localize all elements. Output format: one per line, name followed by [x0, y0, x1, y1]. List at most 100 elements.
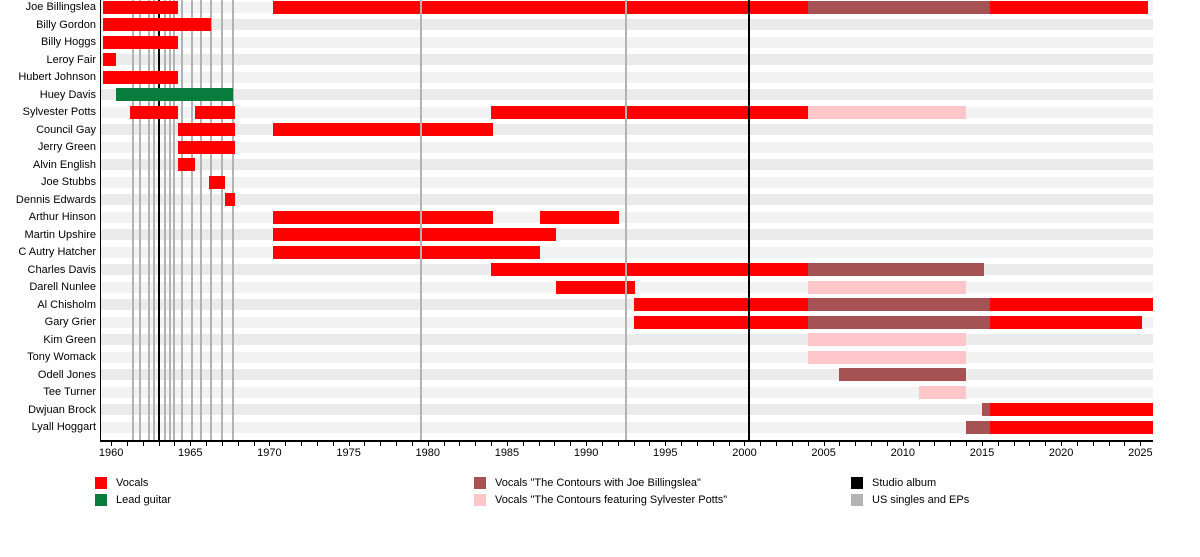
event-line-singles [163, 0, 166, 440]
bar-vocals [989, 315, 1142, 329]
axis-tick [871, 442, 873, 446]
member-label: Darell Nunlee [29, 281, 96, 293]
axis-tick [1092, 442, 1094, 446]
bar-vocals-billingslea [807, 263, 984, 276]
bar-vocals [209, 175, 226, 189]
bar-vocals [130, 105, 178, 119]
member-label: Tony Womack [27, 351, 96, 363]
axis-tick [886, 442, 888, 446]
axis-tick [649, 442, 651, 446]
axis-tick [126, 442, 128, 446]
bar-vocals-potts [807, 333, 967, 346]
member-label: Dennis Edwards [15, 193, 96, 206]
event-line-singles [132, 0, 135, 440]
axis-tick [190, 442, 192, 446]
axis-tick [522, 442, 524, 446]
axis-tick [934, 442, 936, 446]
axis-tick [237, 442, 239, 446]
axis-year-label: 2015 [969, 447, 995, 459]
axis-tick [776, 442, 778, 446]
legend-item: Studio album [851, 474, 937, 489]
member-label: Huey Davis [39, 88, 96, 101]
event-line-album [157, 0, 160, 440]
event-line-singles [168, 0, 171, 440]
member-label: Joe Billingslea [25, 1, 96, 13]
bar-vocals-potts [807, 350, 967, 364]
axis-tick [855, 442, 857, 446]
axis-tick [443, 442, 445, 446]
bar-vocals-billingslea [981, 403, 990, 416]
bar-vocals [272, 210, 493, 224]
axis-year-label: 1980 [415, 447, 441, 459]
bar-vocals [177, 158, 195, 171]
member-label: Alvin English [33, 158, 96, 171]
member-label: C Autry Hatcher [18, 246, 96, 258]
bar-vocals [195, 105, 235, 119]
axis-year-label: 1985 [494, 447, 520, 459]
event-line-singles [148, 0, 151, 440]
axis-tick [586, 442, 588, 446]
member-name-axis: Joe Billingslea Billy Gordon Billy Hoggs Le… [0, 0, 96, 441]
member-label: Dwjuan Brock [28, 403, 96, 416]
bar-vocals [103, 53, 116, 66]
axis-tick [411, 442, 413, 446]
member-label: Billy Hoggs [40, 36, 96, 48]
timeline-plot-area [100, 0, 1153, 441]
legend-item: Lead guitar [95, 491, 171, 506]
axis-tick [221, 442, 223, 446]
legend-swatch-singles [851, 493, 863, 506]
bar-vocals-potts [918, 385, 967, 399]
event-line-singles [209, 0, 212, 440]
axis-tick [396, 442, 398, 446]
bar-vocals [989, 298, 1153, 311]
member-label: Jerry Green [37, 141, 96, 153]
legend-label: Vocals [116, 476, 149, 489]
axis-tick [665, 442, 667, 446]
member-label: Gary Grier [44, 316, 96, 328]
axis-tick [332, 442, 334, 446]
event-line-album [748, 0, 751, 440]
axis-year-label: 2025 [1128, 447, 1153, 459]
legend-label: Vocals "The Contours with Joe Billingsle… [495, 476, 701, 489]
axis-tick [681, 442, 683, 446]
bar-lead-guitar [115, 88, 233, 101]
axis-tick [966, 442, 968, 446]
axis-year-label: 2010 [890, 447, 916, 459]
legend-item: Vocals "The Contours with Joe Billingsle… [474, 474, 701, 489]
bar-vocals [491, 263, 808, 276]
axis-tick [1108, 442, 1110, 446]
axis-tick [1124, 442, 1126, 446]
event-line-singles [220, 0, 223, 440]
axis-tick [1029, 442, 1031, 446]
axis-tick [506, 442, 508, 446]
axis-year-label: 1975 [336, 447, 361, 459]
legend: Vocals Lead guitar Vocals "The Contours wi… [0, 468, 1200, 528]
legend-label: Studio album [872, 476, 937, 489]
axis-tick [823, 442, 825, 446]
bar-vocals [540, 210, 620, 224]
legend-swatch-vocals-billingslea [474, 476, 486, 489]
bar-vocals [556, 280, 636, 294]
event-line-singles [200, 0, 203, 440]
bar-vocals-billingslea [807, 0, 990, 14]
member-label: Leroy Fair [46, 53, 96, 66]
axis-tick [158, 442, 160, 446]
event-line-singles [624, 0, 627, 440]
legend-swatch-vocals-potts [474, 493, 486, 506]
bar-vocals-potts [807, 105, 967, 119]
axis-tick [981, 442, 983, 446]
member-label: Arthur Hinson [28, 211, 96, 223]
event-line-singles [173, 0, 176, 440]
axis-tick [380, 442, 382, 446]
axis-year-label: 1970 [257, 447, 282, 459]
axis-tick [918, 442, 920, 446]
bar-vocals [103, 0, 178, 14]
axis-tick [1061, 442, 1063, 446]
bar-vocals [272, 123, 493, 136]
axis-tick [269, 442, 271, 446]
axis-tick [538, 442, 540, 446]
axis-tick [253, 442, 255, 446]
bar-vocals [633, 315, 808, 329]
bar-vocals [989, 420, 1153, 434]
